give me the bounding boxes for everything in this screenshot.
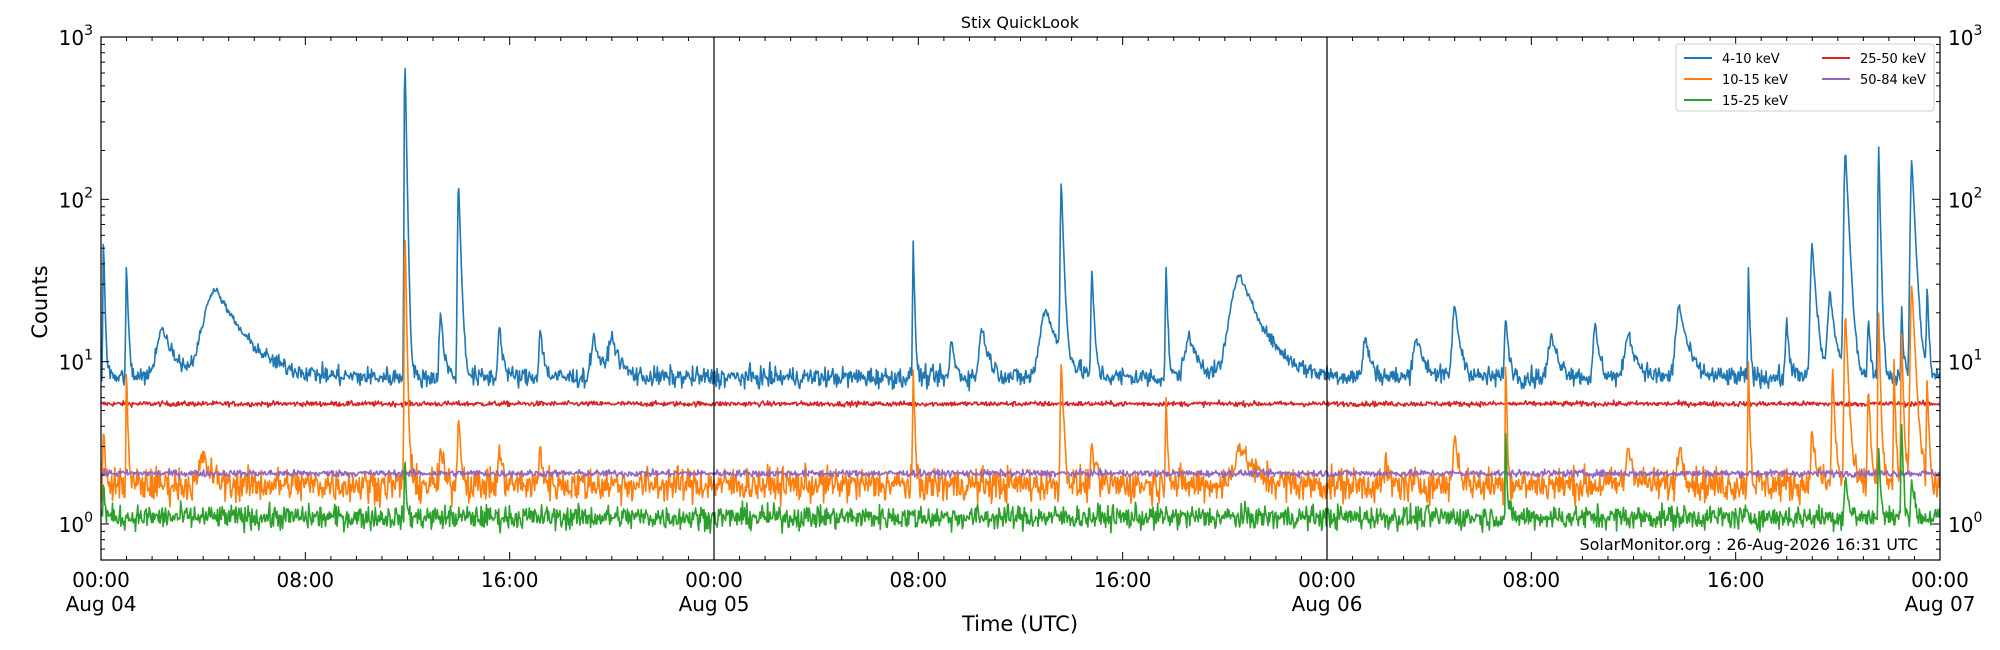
x-tick-label: 08:00 (277, 568, 335, 592)
series-line-4-10-kev (101, 67, 1940, 392)
x-tick-date-label: Aug 04 (66, 592, 137, 616)
legend-label: 10-15 keV (1722, 73, 1788, 88)
legend-label: 50-84 keV (1860, 73, 1926, 88)
series-line-10-15-kev (101, 239, 1940, 508)
y-tick-label: 101 (59, 348, 93, 375)
y-tick-label-right: 102 (1948, 185, 1982, 212)
x-tick-label: 00:00 (685, 568, 743, 592)
credit-text: SolarMonitor.org : 26-Aug-2026 16:31 UTC (1579, 535, 1918, 554)
chart-title: Stix QuickLook (961, 13, 1080, 32)
x-tick-label: 00:00 (1911, 568, 1969, 592)
y-tick-label: 100 (59, 510, 93, 537)
y-axis-label: Counts (28, 265, 52, 338)
x-tick-date-label: Aug 07 (1905, 592, 1976, 616)
series-line-50-84-kev (101, 467, 1940, 480)
x-tick-date-label: Aug 05 (679, 592, 750, 616)
x-tick-label: 16:00 (481, 568, 539, 592)
legend-box (1675, 43, 1935, 112)
legend-label: 4-10 keV (1722, 52, 1780, 67)
y-tick-label-right: 101 (1948, 348, 1982, 375)
x-tick-label: 16:00 (1707, 568, 1765, 592)
x-tick-label: 16:00 (1094, 568, 1152, 592)
legend-label: 25-50 keV (1860, 52, 1926, 67)
y-tick-label-right: 103 (1948, 23, 1982, 50)
y-tick-label-right: 100 (1948, 510, 1982, 537)
legend-label: 15-25 keV (1722, 94, 1788, 109)
legend: 4-10 keV 10-15 keV 15-25 keV 25-50 keV 50-84… (1675, 43, 1935, 112)
series-line-25-50-kev (101, 399, 1940, 408)
series-line-15-25-kev (101, 424, 1940, 534)
y-tick-label: 103 (59, 23, 93, 50)
x-axis-label: Time (UTC) (961, 612, 1078, 636)
x-tick-label: 00:00 (1298, 568, 1356, 592)
x-tick-label: 08:00 (1503, 568, 1561, 592)
y-tick-label: 102 (59, 185, 93, 212)
x-tick-label: 00:00 (72, 568, 130, 592)
x-tick-label: 08:00 (890, 568, 948, 592)
x-tick-date-label: Aug 06 (1292, 592, 1363, 616)
